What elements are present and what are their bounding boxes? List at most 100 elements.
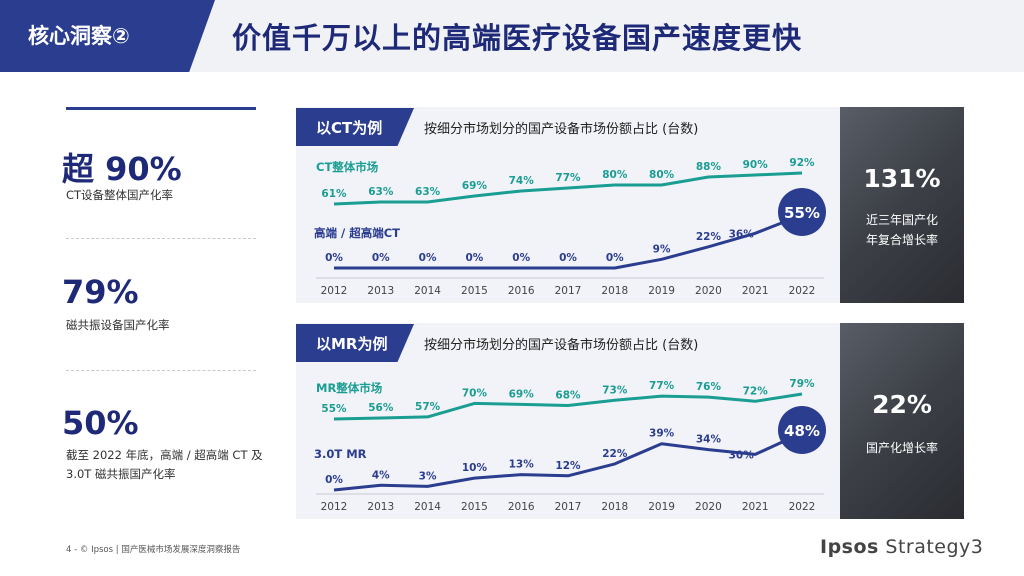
ct-overall-data-label: 77% xyxy=(555,172,581,184)
mr-3t-data-label: 0% xyxy=(325,474,343,486)
stat-mr-label: 磁共振设备国产化率 xyxy=(66,318,170,332)
ct-high-end-data-label: 22% xyxy=(696,231,722,243)
ct-side-value: 131% xyxy=(863,164,941,193)
mr-overall-data-label: 72% xyxy=(743,385,769,397)
ct-overall-data-label: 88% xyxy=(696,161,722,173)
ct-overall-data-label: 61% xyxy=(321,188,347,200)
mr-overall-series-line xyxy=(333,392,803,421)
ct-high-end-data-label: 9% xyxy=(653,243,671,255)
mr-overall-data-label: 55% xyxy=(321,403,347,415)
ct-overall-series-line xyxy=(333,171,803,206)
mr-x-tick-label: 2017 xyxy=(555,501,582,513)
mr-x-tick-label: 2022 xyxy=(789,501,816,513)
mr-3t-data-label: 10% xyxy=(462,462,488,474)
mr-3t-data-label: 12% xyxy=(555,460,581,472)
mr-x-tick-label: 2018 xyxy=(601,501,628,513)
ct-chart-tag: 以CT为例 xyxy=(296,108,414,146)
mr-3t-data-label: 4% xyxy=(372,469,390,481)
ct-line-chart: 2012 2013 2014 2015 2016 2017 2018 2019 2020 2021… xyxy=(314,157,826,297)
ct-high-end-series-line xyxy=(334,213,803,270)
ct-overall-data-label: 80% xyxy=(602,169,628,181)
mr-overall-data-label: 56% xyxy=(368,402,394,414)
ct-high-end-data-label: 0% xyxy=(606,252,624,264)
ct-x-tick-label: 2017 xyxy=(555,285,582,297)
mr-x-tick-label: 2012 xyxy=(321,501,348,513)
ct-x-tick-label: 2015 xyxy=(461,285,488,297)
mr-x-tick-label: 2020 xyxy=(695,501,722,513)
insight-tag: 核心洞察② xyxy=(0,0,215,72)
mr-overall-data-label: 77% xyxy=(649,380,675,392)
ct-x-tick-label: 2019 xyxy=(648,285,675,297)
ct-x-tick-label: 2012 xyxy=(321,285,348,297)
insight-tag-label: 核心洞察② xyxy=(28,24,130,48)
mr-3t-highlight-circle xyxy=(778,406,826,454)
page-number: 4 - xyxy=(66,545,78,555)
ct-overall-series-name: CT整体市场 xyxy=(316,160,379,174)
ct-x-tick-label: 2021 xyxy=(742,285,769,297)
mr-x-tick-label: 2014 xyxy=(414,501,441,513)
mr-3t-series-line xyxy=(333,431,803,492)
page-title: 价值千万以上的高端医疗设备国产速度更快 xyxy=(232,21,803,55)
stat-divider xyxy=(66,107,256,110)
brand-logo-rest: Strategy3 xyxy=(878,536,984,558)
ct-x-tick-label: 2018 xyxy=(601,285,628,297)
stat-divider xyxy=(66,370,256,371)
ct-x-tick-label: 2016 xyxy=(508,285,535,297)
stat-mr-value: 79% xyxy=(62,273,139,311)
ct-high-end-data-label: 36% xyxy=(729,228,755,240)
ct-x-tick-label: 2014 xyxy=(414,285,441,297)
mr-chart-subtitle: 按细分市场划分的国产设备市场份额占比 (台数) xyxy=(424,338,699,353)
ct-side-caption: 近三年国产化 年复合增长率 xyxy=(840,210,964,250)
ct-x-tick-label: 2020 xyxy=(695,285,722,297)
ct-x-tick-label: 2013 xyxy=(367,285,394,297)
ct-overall-data-label: 92% xyxy=(789,157,815,169)
mr-side-value: 22% xyxy=(872,390,932,419)
ct-overall-data-label: 90% xyxy=(743,159,769,171)
ct-high-end-data-label: 0% xyxy=(512,252,530,264)
ct-high-end-data-label: 0% xyxy=(465,252,483,264)
ct-side-box xyxy=(840,107,964,303)
mr-chart-tag-label: 以MR为例 xyxy=(316,335,388,353)
mr-x-tick-label: 2019 xyxy=(648,501,675,513)
ct-overall-data-label: 74% xyxy=(509,175,535,187)
mr-x-tick-label: 2015 xyxy=(461,501,488,513)
ct-high-end-highlight-circle xyxy=(778,188,826,236)
mr-side-caption: 国产化增长率 xyxy=(840,438,964,458)
ct-side-caption-line: 近三年国产化 xyxy=(865,213,938,227)
mr-overall-data-label: 79% xyxy=(789,378,815,390)
mr-3t-data-label: 13% xyxy=(509,459,535,471)
footer-note: 4 - © Ipsos | 国产医械市场发展深度洞察报告 xyxy=(66,543,240,555)
ct-high-end-data-label: 55% xyxy=(784,204,820,222)
ct-high-end-data-label: 0% xyxy=(325,252,343,264)
mr-overall-data-label: 76% xyxy=(696,381,722,393)
mr-3t-data-label: 48% xyxy=(784,422,820,440)
mr-3t-data-label: 30% xyxy=(729,449,755,461)
mr-x-tick-label: 2016 xyxy=(508,501,535,513)
mr-3t-data-label: 34% xyxy=(696,434,722,446)
ct-chart-subtitle: 按细分市场划分的国产设备市场份额占比 (台数) xyxy=(424,122,699,137)
stat-high-end-value: 50% xyxy=(62,404,139,442)
ct-high-end-data-label: 0% xyxy=(372,252,390,264)
mr-overall-data-label: 57% xyxy=(415,401,441,413)
mr-side-box xyxy=(840,323,964,519)
mr-chart-tag: 以MR为例 xyxy=(296,324,414,362)
mr-line-chart: 2012 2013 2014 2015 2016 2017 2018 2019 2020 2021… xyxy=(314,378,826,513)
ct-side-caption-line: 年复合增长率 xyxy=(865,233,938,247)
stat-divider xyxy=(66,238,256,239)
mr-3t-data-label: 39% xyxy=(649,428,675,440)
ct-chart-tag-label: 以CT为例 xyxy=(316,119,383,137)
mr-3t-series-name: 3.0T MR xyxy=(314,447,367,461)
mr-overall-data-label: 73% xyxy=(602,384,628,396)
footer-text: © Ipsos | 国产医械市场发展深度洞察报告 xyxy=(79,545,241,555)
ct-overall-data-label: 69% xyxy=(462,180,488,192)
mr-overall-data-label: 70% xyxy=(462,387,488,399)
ct-overall-data-label: 63% xyxy=(368,186,394,198)
mr-x-tick-label: 2013 xyxy=(367,501,394,513)
stat-high-end-label: 截至 2022 年底，高端 / 超高端 CT 及 3.0T 磁共振国产化率 xyxy=(66,448,263,481)
mr-side-caption-line: 国产化增长率 xyxy=(865,441,938,455)
ct-high-end-data-label: 0% xyxy=(559,252,577,264)
ct-overall-data-label: 80% xyxy=(649,169,675,181)
mr-3t-data-label: 22% xyxy=(602,448,628,460)
mr-overall-series-name: MR整体市场 xyxy=(316,381,383,395)
mr-3t-data-label: 3% xyxy=(419,470,437,482)
